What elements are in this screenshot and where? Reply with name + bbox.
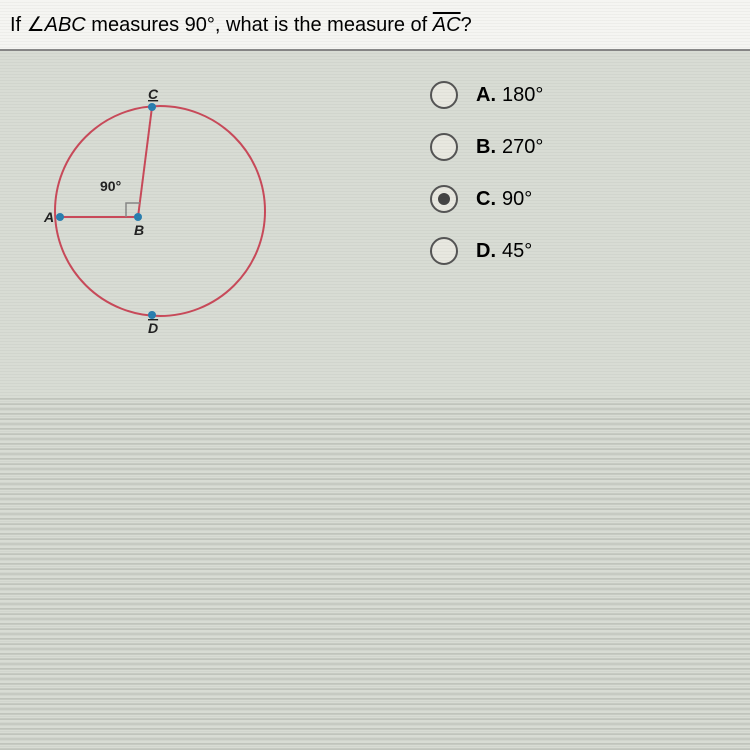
point-D xyxy=(148,311,156,319)
option-letter: A. xyxy=(476,84,496,106)
circle-diagram-area: A B C D 90° xyxy=(30,71,330,351)
screen-moire-artifact xyxy=(0,395,750,750)
point-C xyxy=(148,103,156,111)
content-area: A B C D 90° A. 180° B. 270° C. 90° D. 45° xyxy=(0,51,750,351)
option-A[interactable]: A. 180° xyxy=(430,81,543,109)
option-letter: B. xyxy=(476,136,496,158)
label-C: C xyxy=(148,86,159,102)
option-value: 90° xyxy=(502,188,532,210)
point-B xyxy=(134,213,142,221)
label-A: A xyxy=(43,209,54,225)
option-letter: C. xyxy=(476,188,496,210)
option-value: 180° xyxy=(502,84,543,106)
option-value: 45° xyxy=(502,240,532,262)
option-C[interactable]: C. 90° xyxy=(430,185,543,213)
label-D: D xyxy=(148,320,158,336)
option-value: 270° xyxy=(502,136,543,158)
question-text: If ∠ABC measures 90°, what is the measur… xyxy=(0,0,750,51)
radio-A[interactable] xyxy=(430,81,458,109)
label-B: B xyxy=(134,222,144,238)
radio-D[interactable] xyxy=(430,237,458,265)
line-BC xyxy=(138,107,152,217)
circle-diagram: A B C D 90° xyxy=(30,71,290,351)
radio-B[interactable] xyxy=(430,133,458,161)
point-A xyxy=(56,213,64,221)
option-D[interactable]: D. 45° xyxy=(430,237,543,265)
angle-label: 90° xyxy=(100,178,121,194)
option-letter: D. xyxy=(476,240,496,262)
answer-options: A. 180° B. 270° C. 90° D. 45° xyxy=(430,71,543,351)
radio-C[interactable] xyxy=(430,185,458,213)
circle xyxy=(55,106,265,316)
option-B[interactable]: B. 270° xyxy=(430,133,543,161)
